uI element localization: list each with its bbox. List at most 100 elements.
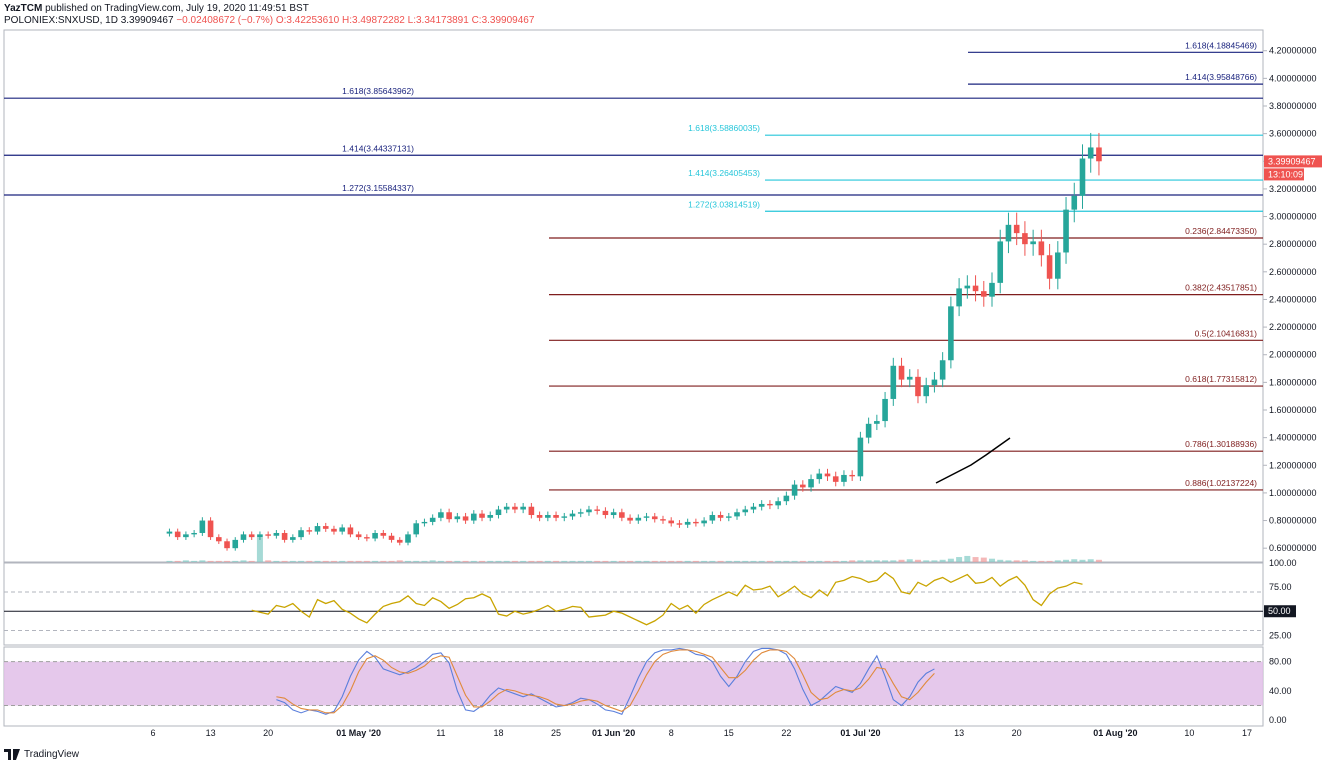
volume-bar — [265, 560, 272, 562]
rsi-tick-label: 75.00 — [1269, 582, 1292, 592]
x-tick-label: 11 — [436, 728, 445, 738]
volume-bar — [495, 560, 502, 562]
trend-line-drawing[interactable] — [935, 437, 1011, 484]
volume-bar — [1071, 559, 1078, 562]
volume-bar — [758, 560, 765, 562]
stoch-line — [276, 647, 935, 715]
candle-body — [1030, 241, 1036, 245]
candle-body — [684, 521, 691, 525]
candle-body — [750, 506, 757, 510]
fib-label: 1.272(3.03814519) — [688, 199, 760, 209]
candle-body — [536, 515, 543, 518]
candle-body — [273, 532, 280, 536]
candle-body — [364, 537, 370, 539]
candle-body — [577, 512, 584, 514]
candle-body — [832, 476, 839, 482]
candle-body — [800, 484, 806, 488]
axes: 4.20000000 4.00000000 3.80000000 3.60000000… — [150, 46, 1322, 738]
price-tick-label: 1.00000000 — [1269, 488, 1317, 498]
volume-bar — [717, 560, 724, 562]
fib-label: 0.886(1.02137224) — [1185, 478, 1257, 488]
volume-bar — [627, 560, 634, 562]
volume-bar — [1079, 559, 1086, 562]
x-tick-label: 01 May '20 — [336, 728, 381, 738]
rsi-tick-label: 25.00 — [1269, 630, 1292, 640]
volume-bar — [816, 560, 823, 562]
candle-body — [265, 534, 271, 536]
candle-body — [561, 516, 568, 518]
candle-body — [503, 506, 510, 510]
volume-bar — [421, 560, 428, 562]
tradingview-logo-icon — [4, 749, 20, 760]
volume-bar — [725, 560, 732, 562]
volume-bar — [914, 559, 921, 562]
volume-bar — [553, 560, 560, 562]
candle-body — [725, 516, 732, 518]
candle-body — [355, 534, 362, 538]
price-tick-label: 4.20000000 — [1269, 46, 1317, 56]
volume-bar — [1021, 560, 1028, 562]
candle-body — [380, 532, 387, 536]
candle-body — [668, 520, 675, 524]
rsi-tick-label: 100.00 — [1269, 558, 1297, 568]
volume-bar — [191, 560, 198, 562]
candle-body — [232, 539, 239, 549]
x-tick-label: 13 — [954, 728, 964, 738]
candle-body — [701, 520, 707, 524]
fib-levels: 1.618(3.85643962) 1.414(3.44337131) 1.272(… — [4, 40, 1263, 491]
volume-bar — [849, 560, 856, 562]
candle-body — [1071, 195, 1078, 210]
symbol-label: POLONIEX:SNXUSD, 1D — [4, 15, 118, 26]
volume-bar — [528, 560, 535, 562]
x-tick-label: 22 — [781, 728, 791, 738]
volume-bar — [182, 560, 189, 562]
volume-bar — [956, 557, 963, 562]
volume-bar — [470, 560, 477, 562]
x-tick-label: 15 — [724, 728, 734, 738]
price-tick-label: 2.80000000 — [1269, 239, 1317, 249]
candle-body — [306, 530, 313, 532]
candle-body — [948, 306, 954, 361]
volume-bar — [330, 560, 337, 562]
volume-bar — [923, 560, 930, 562]
volume-bar — [347, 560, 354, 562]
volume-bar — [939, 559, 946, 562]
volume-bar — [651, 560, 658, 562]
price-tick-label: 0.80000000 — [1269, 516, 1317, 526]
volume-bar — [544, 560, 551, 562]
volume-bar — [602, 560, 609, 562]
author-name[interactable]: YazTCM — [4, 3, 43, 14]
x-tick-label: 8 — [669, 728, 674, 738]
x-tick-label: 13 — [206, 728, 216, 738]
candle-body — [709, 515, 716, 521]
volume-bar — [882, 560, 889, 562]
volume-bar — [692, 560, 699, 562]
volume-bar — [1038, 560, 1045, 562]
fib-label: 1.414(3.95848766) — [1185, 72, 1257, 82]
volume-bar — [734, 560, 741, 562]
candle-body — [627, 517, 633, 521]
candle-body — [956, 288, 962, 307]
price-tick-label: 2.60000000 — [1269, 267, 1317, 277]
volume-bar — [964, 555, 971, 562]
volume-bar — [1054, 560, 1061, 562]
volume-bar — [668, 560, 675, 562]
x-tick-label: 17 — [1242, 728, 1252, 738]
volume-bar — [1005, 560, 1012, 562]
countdown-label: 13:10:09 — [1268, 169, 1303, 179]
x-tick-label: 25 — [551, 728, 561, 738]
candle-body — [216, 537, 222, 542]
candle-body — [438, 512, 444, 518]
candle-body — [372, 532, 378, 539]
rsi-line — [251, 571, 1083, 626]
volume-bar — [594, 560, 601, 562]
volume-bar — [873, 560, 880, 562]
volume-bar — [429, 560, 436, 562]
candle-body — [841, 474, 847, 482]
candle-body — [421, 521, 428, 524]
candle-body — [257, 534, 263, 538]
volume-bar — [199, 560, 206, 562]
candle-body — [660, 519, 666, 521]
price-tick-label: 3.00000000 — [1269, 212, 1317, 222]
